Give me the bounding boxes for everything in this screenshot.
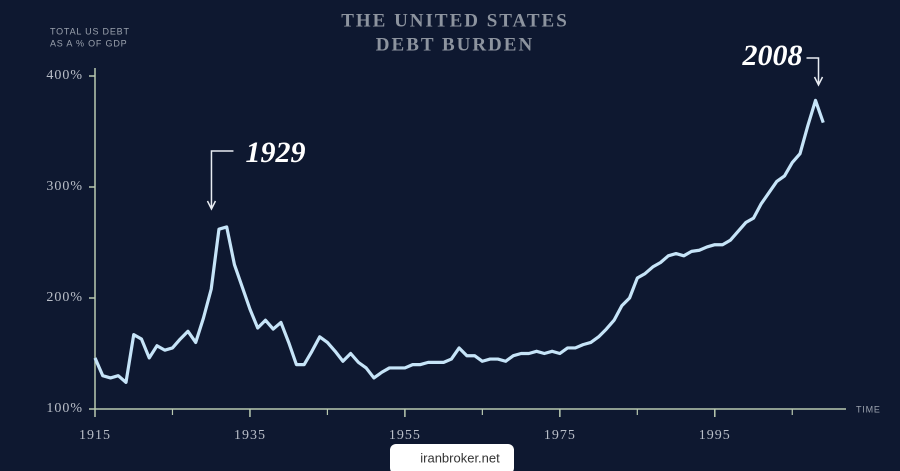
y-axis-label: TOTAL US DEBT (50, 26, 130, 36)
chart-title: DEBT BURDEN (376, 34, 534, 55)
x-axis-label: TIME (856, 404, 881, 414)
data-line (93, 98, 825, 384)
chart-title: THE UNITED STATES (341, 10, 569, 31)
x-tick-label: 1915 (79, 428, 111, 443)
y-tick-label: 100% (46, 401, 83, 416)
x-tick-label: 1935 (234, 428, 266, 443)
watermark-box (390, 444, 514, 471)
annotation-arrow (206, 150, 234, 211)
x-tick-label: 1995 (699, 428, 731, 443)
y-tick-label: 300% (46, 179, 83, 194)
watermark: iranbroker.net (420, 450, 500, 465)
annotation-arrow (806, 57, 824, 87)
y-tick-label: 400% (46, 68, 83, 83)
x-tick-label: 1975 (544, 428, 576, 443)
y-axis-label: AS A % OF GDP (50, 38, 127, 48)
x-tick-label: 1955 (389, 428, 421, 443)
y-tick-label: 200% (46, 290, 83, 305)
annotation: 2008 (742, 39, 803, 72)
annotation: 1929 (245, 136, 305, 169)
